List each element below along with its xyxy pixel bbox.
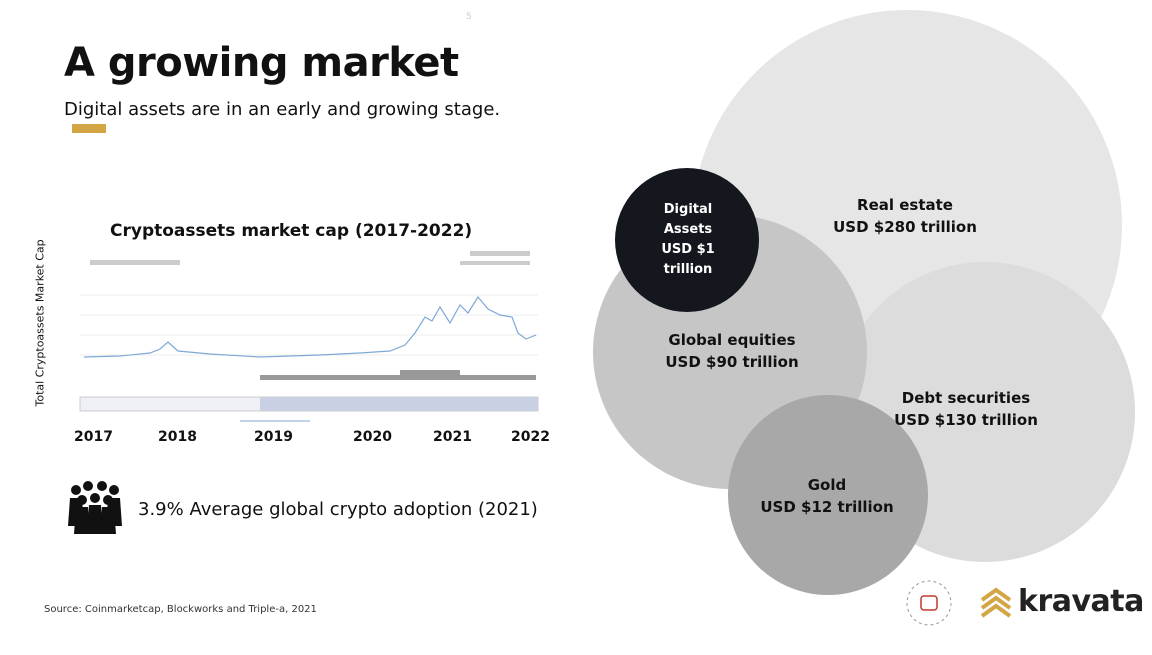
subtitle: Digital assets are in an early and growi…	[64, 99, 501, 120]
year-label: 2017	[74, 429, 113, 445]
accent-bar	[72, 124, 106, 133]
bubble	[728, 395, 928, 595]
chart-y-label: Total Cryptoassets Market Cap	[33, 239, 47, 407]
bubble-name: Gold	[807, 476, 847, 494]
bubble-label: Gold USD $12 trillion	[760, 474, 893, 518]
bubble-name: Digital Assets	[663, 202, 713, 237]
bubble-label: Real estate USD $280 trillion	[833, 194, 977, 238]
research-logo	[906, 580, 952, 626]
source-note: Source: Coinmarketcap, Blockworks and Tr…	[44, 604, 317, 615]
bubble-label: Debt securities USD $130 trillion	[894, 387, 1038, 431]
year-label: 2022	[511, 429, 550, 445]
bubble-name: Debt securities	[901, 389, 1031, 407]
chart-title: Cryptoassets market cap (2017-2022)	[110, 221, 473, 241]
bubble-name: Real estate	[857, 196, 953, 214]
page-number: 5	[466, 12, 472, 22]
bubble-value: USD $130 trillion	[894, 411, 1038, 429]
year-label: 2019	[254, 429, 293, 445]
year-label: 2020	[353, 429, 392, 445]
bubble-value: USD $90 trillion	[665, 353, 799, 371]
brand-name: kravata	[1018, 584, 1144, 619]
brand-icon	[980, 587, 1012, 618]
bubble-value: USD $1 trillion	[661, 242, 715, 277]
bubble-value: USD $280 trillion	[833, 218, 977, 236]
bubble	[615, 168, 759, 312]
year-label: 2018	[158, 429, 197, 445]
title: A growing market	[64, 40, 459, 86]
bubble-label: Global equities USD $90 trillion	[665, 329, 798, 373]
year-label: 2021	[433, 429, 472, 445]
adoption-stat: 3.9% Average global crypto adoption (202…	[138, 499, 538, 520]
chart-image	[60, 245, 545, 430]
bubble-label: Digital Assets USD $1 trillion	[648, 200, 728, 280]
people-icon	[68, 481, 122, 534]
bubble-name: Global equities	[668, 331, 796, 349]
bubble-chart	[593, 10, 1135, 595]
bubble-value: USD $12 trillion	[760, 498, 894, 516]
